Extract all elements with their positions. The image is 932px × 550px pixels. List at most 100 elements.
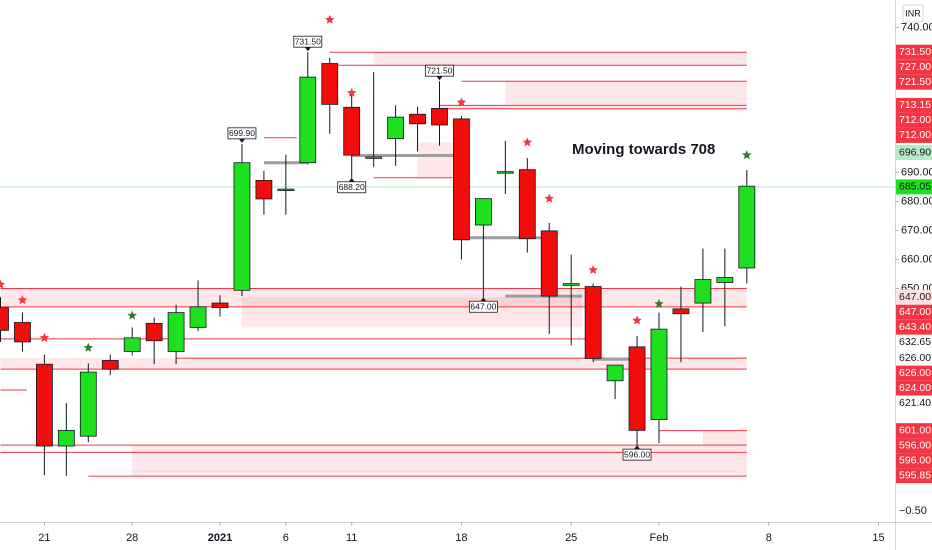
signal-star — [742, 150, 752, 160]
candle-body — [277, 188, 295, 191]
callout-label: 699.90 — [229, 128, 255, 138]
price-tag-label: 626.00 — [899, 352, 931, 364]
candle-body — [0, 307, 9, 331]
candle-body — [562, 283, 580, 286]
candle-body — [606, 364, 624, 382]
x-tick-label: Feb — [650, 532, 669, 544]
candle-body — [409, 113, 426, 125]
candle-body — [540, 230, 558, 297]
signal-star — [456, 97, 467, 107]
price-tag-label: 632.65 — [899, 336, 931, 348]
price-tag-label: 727.00 — [899, 61, 931, 73]
candle-body — [36, 363, 53, 447]
price-tag — [896, 145, 932, 161]
x-tick-label: 18 — [455, 532, 467, 544]
zone — [373, 52, 747, 66]
price-tag-label: 685.05 — [899, 181, 931, 193]
callout-label: 688.20 — [339, 182, 365, 192]
candle-body — [453, 118, 470, 241]
price-tag-label: 721.50 — [899, 76, 931, 88]
currency-box[interactable] — [902, 4, 924, 23]
annotation: Moving towards 708 — [572, 141, 715, 158]
price-tag — [896, 438, 932, 454]
callout-pointer — [634, 445, 641, 450]
callout-pointer — [304, 47, 311, 52]
x-tick-label: 28 — [126, 532, 138, 544]
price-tag — [896, 350, 932, 366]
price-tag-label: 624.00 — [899, 382, 931, 394]
candle-body — [167, 312, 185, 352]
signal-star — [17, 295, 28, 305]
price-tag — [896, 453, 932, 469]
candle-body — [123, 337, 141, 352]
candle-body — [343, 106, 361, 156]
callout-label: 647.00 — [470, 302, 496, 312]
price-tag — [896, 423, 932, 439]
price-tag-label: 596.00 — [899, 454, 931, 466]
callout-label: 731.50 — [295, 36, 321, 46]
signal-star — [544, 193, 554, 203]
price-tag — [896, 380, 932, 396]
signal-star — [127, 310, 137, 320]
y-tick-label: 690.00 — [901, 166, 932, 178]
price-tag — [896, 289, 932, 305]
candle-body — [650, 328, 668, 421]
callout-label: 596.00 — [624, 449, 650, 459]
zone — [505, 81, 747, 106]
candle-body — [57, 429, 75, 447]
candle-body — [189, 306, 207, 328]
signal-star — [39, 332, 50, 342]
x-tick-label: 25 — [565, 532, 577, 544]
bottom-label: −0.50 — [899, 505, 927, 517]
zone — [132, 445, 747, 477]
signal-star — [522, 137, 533, 147]
callout-pointer — [348, 177, 355, 182]
price-tag-label: 713.15 — [899, 99, 931, 111]
zone — [439, 105, 747, 109]
price-tag — [896, 44, 932, 60]
candle-body — [716, 277, 734, 283]
candle-body — [387, 116, 405, 140]
candle-body — [474, 198, 492, 226]
price-tag-label: 595.85 — [899, 469, 931, 481]
price-tag-label: 596.00 — [899, 439, 931, 451]
signal-star — [632, 315, 642, 325]
y-tick-label: 660.00 — [901, 253, 932, 265]
price-tag — [896, 319, 932, 335]
signal-star — [83, 342, 94, 352]
callout-pointer — [480, 297, 487, 302]
candle-body — [365, 156, 383, 159]
candle-body — [233, 162, 251, 291]
candle-body — [145, 322, 163, 342]
candle-body — [628, 346, 646, 431]
y-tick-label: 670.00 — [901, 224, 932, 236]
candle-body — [672, 308, 690, 315]
price-tag — [896, 112, 932, 128]
candle-body — [584, 286, 602, 359]
candle-body — [101, 360, 119, 370]
zone — [702, 430, 747, 446]
price-tag — [896, 97, 932, 113]
candle-body — [14, 322, 31, 343]
y-tick-label: 740.00 — [901, 21, 932, 33]
x-tick-label: 21 — [38, 532, 50, 544]
candle-body — [496, 171, 514, 174]
price-tag-label: 731.50 — [899, 46, 931, 58]
price-tag — [896, 334, 932, 350]
price-tag — [896, 468, 932, 484]
price-tag — [896, 74, 932, 90]
candle-body — [321, 63, 339, 105]
price-tag-label: 647.00 — [899, 291, 931, 303]
x-tick-label: 2021 — [208, 532, 232, 544]
callout-pointer — [238, 138, 245, 143]
price-tag-label: 626.00 — [899, 367, 931, 379]
signal-star — [0, 279, 6, 289]
zone — [417, 142, 453, 178]
price-tag-label: 643.40 — [899, 321, 931, 333]
price-tag — [896, 127, 932, 143]
x-tick-label: 8 — [766, 532, 772, 544]
callout-pointer — [436, 76, 443, 81]
candle-body — [431, 108, 448, 126]
x-tick-label: 6 — [283, 532, 289, 544]
